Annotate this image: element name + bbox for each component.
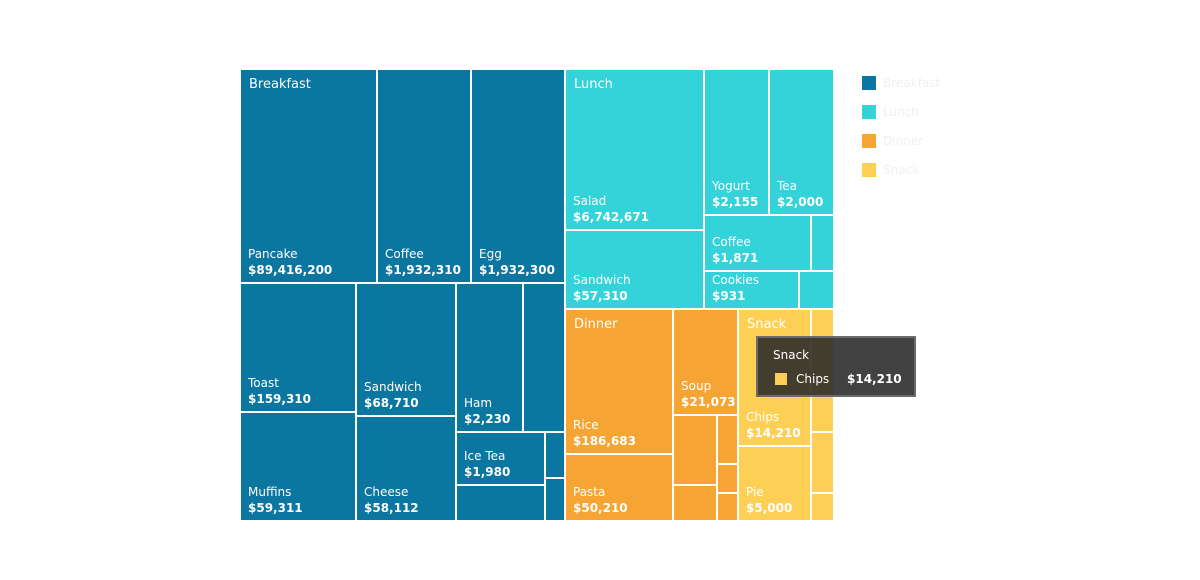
treemap-cell-dinner-soup[interactable]	[672, 308, 739, 416]
treemap-cell-lunch-unlabeled[interactable]	[810, 214, 835, 272]
treemap-cell-lunch-salad[interactable]	[564, 68, 705, 231]
treemap-cell-lunch-coffee[interactable]	[703, 214, 812, 272]
treemap-cell-breakfast-unlabeled[interactable]	[544, 477, 566, 522]
cell-name-label: Cheese	[364, 485, 408, 499]
treemap-cell-breakfast-unlabeled[interactable]	[544, 431, 566, 479]
treemap-cell-dinner-unlabeled[interactable]	[716, 414, 739, 465]
treemap-cell-dinner-unlabeled[interactable]	[672, 484, 718, 522]
cell-name-label: Rice	[573, 418, 599, 432]
treemap-cell-snack-pie[interactable]	[737, 445, 812, 522]
cell-value-label: $89,416,200	[248, 263, 332, 277]
cell-value-label: $2,155	[712, 195, 758, 209]
treemap-cell-dinner-unlabeled[interactable]	[672, 414, 718, 486]
cell-value-label: $57,310	[573, 289, 628, 303]
legend-swatch	[862, 133, 876, 148]
cell-value-label: $1,980	[464, 465, 510, 479]
cell-name-label: Sandwich	[573, 273, 631, 287]
cell-name-label: Coffee	[385, 247, 424, 261]
legend-item-lunch[interactable]: Lunch	[862, 97, 940, 126]
legend-swatch	[862, 104, 876, 119]
cell-value-label: $59,311	[248, 501, 303, 515]
cell-name-label: Yogurt	[711, 179, 750, 193]
treemap-cell-dinner-rice[interactable]	[564, 308, 674, 455]
cell-name-label: Cookies	[712, 273, 759, 287]
legend-label: Snack	[883, 162, 920, 177]
cell-value-label: $1,871	[712, 251, 758, 265]
cell-value-label: $14,210	[746, 426, 801, 440]
treemap-cell-breakfast-pancake[interactable]	[239, 68, 378, 284]
treemap-cell-breakfast-muffins[interactable]	[239, 411, 357, 522]
cell-value-label: $21,073	[681, 395, 736, 409]
cell-name-label: Pasta	[573, 485, 605, 499]
cell-name-label: Tea	[776, 179, 797, 193]
cell-name-label: Ham	[464, 396, 492, 410]
cell-value-label: $186,683	[573, 434, 636, 448]
cell-name-label: Pancake	[248, 247, 298, 261]
tooltip: Snack Chips $14,210	[756, 336, 916, 397]
legend-label: Lunch	[883, 104, 919, 119]
cell-value-label: $50,210	[573, 501, 628, 515]
cell-value-label: $5,000	[746, 501, 792, 515]
tooltip-item-label: Chips	[796, 372, 830, 386]
legend-item-snack[interactable]: Snack	[862, 155, 940, 184]
legend-label: Dinner	[883, 133, 924, 148]
treemap-cell-breakfast-unlabeled[interactable]	[522, 282, 566, 433]
cell-name-label: Salad	[573, 194, 606, 208]
cell-name-label: Ice Tea	[464, 449, 505, 463]
tooltip-row: Chips	[775, 372, 829, 386]
legend-label: Breakfast	[883, 75, 941, 90]
legend-swatch	[862, 75, 876, 90]
tooltip-swatch	[775, 373, 787, 385]
legend-item-dinner[interactable]: Dinner	[862, 126, 940, 155]
tooltip-title: Snack	[773, 348, 810, 362]
treemap-cell-breakfast-egg[interactable]	[470, 68, 566, 284]
treemap-cell-lunch-yogurt[interactable]	[703, 68, 770, 216]
group-label-breakfast: Breakfast	[249, 77, 311, 92]
cell-value-label: $1,932,300	[479, 263, 555, 277]
treemap-cell-breakfast-unlabeled[interactable]	[455, 484, 546, 522]
legend-swatch	[862, 162, 876, 177]
treemap-cell-lunch-unlabeled[interactable]	[798, 270, 835, 310]
cell-name-label: Chips	[746, 410, 779, 424]
cell-name-label: Muffins	[248, 485, 291, 499]
treemap-cell-snack-unlabeled[interactable]	[810, 431, 835, 494]
cell-value-label: $58,112	[364, 501, 419, 515]
cell-name-label: Toast	[247, 376, 279, 390]
group-label-snack: Snack	[747, 317, 787, 332]
cell-name-label: Egg	[479, 247, 502, 261]
tooltip-value: $14,210	[847, 372, 902, 386]
treemap-cell-breakfast-cheese[interactable]	[355, 415, 457, 522]
cell-name-label: Sandwich	[364, 380, 422, 394]
treemap-cell-snack-unlabeled[interactable]	[810, 492, 835, 522]
treemap-cell-dinner-unlabeled[interactable]	[716, 492, 739, 522]
cell-value-label: $6,742,671	[573, 210, 649, 224]
cell-name-label: Coffee	[712, 235, 751, 249]
legend-item-breakfast[interactable]: Breakfast	[862, 68, 940, 97]
cell-value-label: $2,230	[464, 412, 510, 426]
treemap-cell-breakfast-ham[interactable]	[455, 282, 524, 433]
cell-value-label: $931	[712, 289, 745, 303]
cell-value-label: $159,310	[248, 392, 311, 406]
cell-value-label: $2,000	[777, 195, 823, 209]
legend: Breakfast Lunch Dinner Snack	[862, 68, 940, 184]
cell-name-label: Pie	[746, 485, 764, 499]
treemap-cell-dinner-unlabeled[interactable]	[716, 463, 739, 494]
group-label-lunch: Lunch	[574, 77, 613, 92]
cell-value-label: $1,932,310	[385, 263, 461, 277]
cell-name-label: Soup	[681, 379, 711, 393]
group-label-dinner: Dinner	[574, 317, 618, 332]
treemap-cell-lunch-tea[interactable]	[768, 68, 835, 216]
cell-value-label: $68,710	[364, 396, 419, 410]
treemap-cell-breakfast-coffee[interactable]	[376, 68, 472, 284]
